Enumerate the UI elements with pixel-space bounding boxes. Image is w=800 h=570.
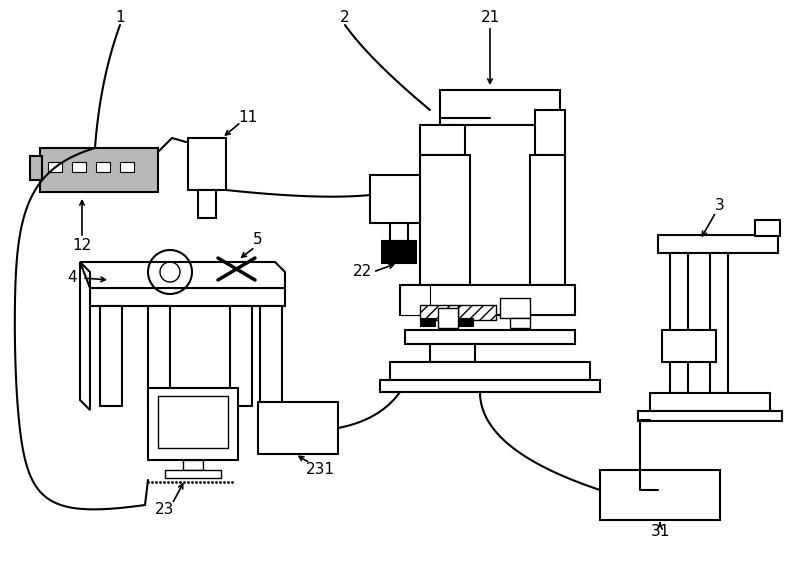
Bar [650, 393, 770, 411]
Bar [420, 318, 435, 326]
Bar [370, 175, 420, 223]
Text: 31: 31 [650, 524, 670, 539]
Bar [390, 362, 590, 380]
Bar [158, 396, 228, 448]
Bar [400, 285, 575, 315]
Bar [148, 388, 238, 460]
Text: 21: 21 [480, 10, 500, 26]
Bar [40, 148, 158, 192]
Bar [380, 380, 600, 392]
Bar [405, 330, 575, 344]
Bar [390, 223, 408, 241]
Bar [662, 330, 716, 362]
Bar [96, 162, 110, 172]
Bar [258, 402, 338, 454]
Bar [420, 155, 470, 285]
Bar [500, 298, 530, 318]
Bar [420, 305, 458, 320]
Bar [120, 162, 134, 172]
Bar [183, 460, 203, 470]
Bar [755, 220, 780, 236]
Bar [658, 235, 778, 253]
Bar [30, 156, 42, 180]
Bar [188, 138, 226, 190]
Text: 2: 2 [340, 10, 350, 26]
Bar [260, 306, 282, 406]
Bar [90, 288, 285, 306]
Bar [638, 411, 782, 421]
Bar [438, 308, 458, 328]
Bar [510, 318, 530, 328]
Text: 231: 231 [306, 462, 334, 478]
Bar [670, 253, 688, 393]
Bar [440, 90, 560, 125]
Text: 3: 3 [715, 197, 725, 213]
Bar [530, 155, 565, 285]
Polygon shape [80, 262, 90, 410]
Bar [458, 305, 496, 320]
Bar [600, 470, 720, 520]
Bar [165, 470, 221, 478]
Bar [100, 306, 122, 406]
Bar [148, 306, 170, 406]
Text: 12: 12 [72, 238, 92, 253]
Bar [48, 162, 62, 172]
Bar [535, 110, 565, 155]
Bar [382, 241, 416, 263]
Bar [710, 253, 728, 393]
Text: 11: 11 [238, 111, 258, 125]
Bar [230, 306, 252, 406]
Text: 22: 22 [352, 264, 372, 279]
Text: 5: 5 [253, 233, 263, 247]
Text: 1: 1 [115, 10, 125, 26]
Text: 4: 4 [67, 271, 77, 286]
Bar [198, 190, 216, 218]
Bar [420, 125, 465, 155]
Polygon shape [80, 262, 285, 288]
Bar [400, 285, 430, 315]
Bar [72, 162, 86, 172]
Text: 23: 23 [155, 503, 174, 518]
Bar [430, 344, 475, 362]
Bar [458, 318, 473, 326]
